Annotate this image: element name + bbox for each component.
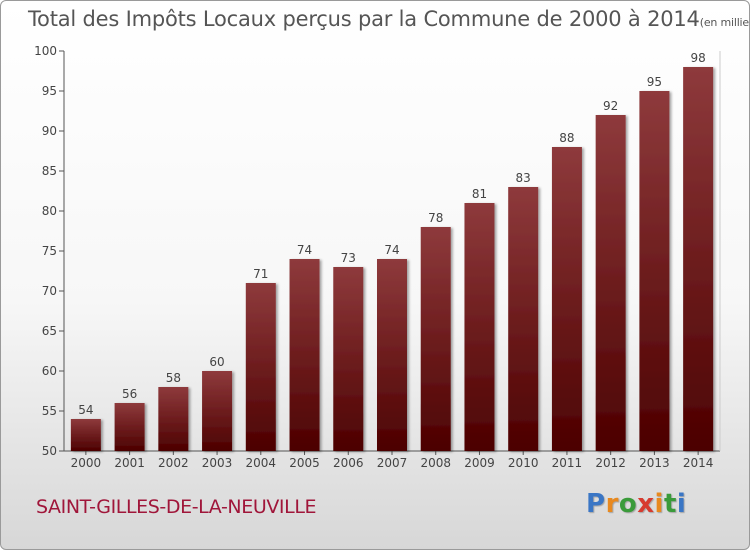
data-label-2010: 83: [516, 171, 531, 185]
logo-letter: i: [676, 489, 687, 519]
x-tick-label: 2004: [246, 456, 277, 470]
data-label-2013: 95: [647, 75, 662, 89]
y-tick-label: 65: [42, 324, 57, 338]
bar-2013: [639, 91, 670, 451]
y-tick-label: 90: [42, 124, 57, 138]
x-tick-label: 2007: [377, 456, 408, 470]
logo-letter: i: [654, 489, 664, 519]
data-label-2012: 92: [603, 99, 618, 113]
proxiti-logo: Proxiti: [586, 489, 686, 519]
commune-name: SAINT-GILLES-DE-LA-NEUVILLE: [36, 496, 317, 518]
y-tick-label: 75: [42, 244, 57, 258]
data-labels: 54 56 58 60 71 74 73 74 78 81 83 88 92 95 98: [78, 51, 706, 417]
bar-2002: [158, 387, 189, 451]
logo-letter: r: [605, 489, 619, 519]
data-label-2007: 74: [384, 243, 399, 257]
x-tick-label: 2000: [71, 456, 102, 470]
x-tick-label: 2009: [464, 456, 495, 470]
data-label-2014: 98: [690, 51, 705, 65]
y-tick-label: 55: [42, 404, 57, 418]
bar-2003: [202, 371, 233, 451]
x-tick-label: 2010: [508, 456, 539, 470]
y-tick-label: 70: [42, 284, 57, 298]
bar-2000: [70, 419, 101, 451]
data-label-2000: 54: [78, 403, 93, 417]
data-label-2011: 88: [559, 131, 574, 145]
x-tick-label: 2008: [420, 456, 451, 470]
unit-note: (en milliers d'€): [699, 16, 749, 29]
logo-letter: P: [586, 489, 606, 519]
data-label-2005: 74: [297, 243, 312, 257]
data-label-2009: 81: [472, 187, 487, 201]
x-tick-label: 2006: [333, 456, 364, 470]
data-label-2001: 56: [122, 387, 137, 401]
x-tick-label: 2012: [595, 456, 626, 470]
data-label-2003: 60: [209, 355, 224, 369]
x-tick-label: 2002: [158, 456, 189, 470]
bar-2014: [683, 67, 714, 451]
bars: [70, 67, 714, 451]
bar-2008: [420, 227, 451, 451]
x-tick-label: 2011: [552, 456, 583, 470]
logo-letter: t: [663, 489, 677, 519]
bar-2006: [333, 267, 364, 451]
bar-2004: [245, 283, 276, 451]
x-tick-label: 2001: [114, 456, 145, 470]
title-text: Total des Impôts Locaux perçus par la Co…: [28, 7, 700, 31]
bar-2011: [551, 147, 582, 451]
bar-2001: [114, 403, 145, 451]
x-tick-label: 2014: [683, 456, 714, 470]
bar-2007: [377, 259, 407, 451]
bar-2012: [595, 115, 626, 451]
x-tick-label: 2003: [202, 456, 233, 470]
bar-2009: [464, 203, 495, 451]
data-label-2008: 78: [428, 211, 443, 225]
data-label-2002: 58: [166, 371, 181, 385]
y-tick-label: 85: [42, 164, 57, 178]
x-tick-label: 2013: [639, 456, 670, 470]
axes: 50 55 60 65 70 75 80 85 90 95 100 2000 2001 2002 2003 2…: [34, 44, 721, 470]
data-label-2004: 71: [253, 267, 268, 281]
data-label-2006: 73: [341, 251, 356, 265]
y-tick-label: 50: [42, 444, 57, 458]
chart-title: Total des Impôts Locaux perçus par la Co…: [28, 7, 749, 31]
logo-letter: x: [637, 489, 655, 519]
y-tick-label: 100: [34, 44, 57, 58]
x-tick-label: 2005: [289, 456, 320, 470]
bar-2005: [289, 259, 320, 451]
y-tick-label: 60: [42, 364, 57, 378]
y-tick-label: 95: [42, 84, 57, 98]
logo-letter: o: [618, 489, 638, 519]
y-tick-label: 80: [42, 204, 57, 218]
bar-2010: [508, 187, 539, 451]
